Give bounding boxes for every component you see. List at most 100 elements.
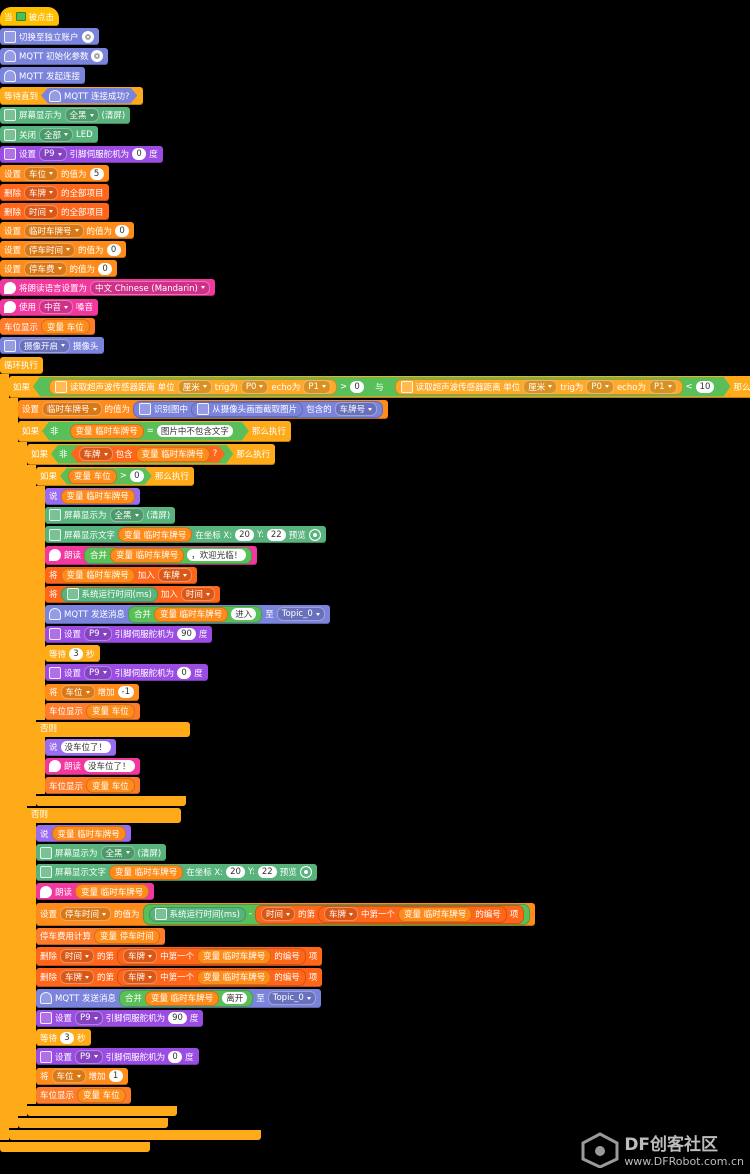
dropdown[interactable]: 车牌 — [24, 185, 59, 200]
dropdown[interactable]: P9 — [75, 1011, 103, 1025]
dropdown[interactable]: 时间 — [24, 204, 59, 219]
dropdown[interactable]: 停车费 — [24, 261, 67, 276]
input-field[interactable]: 进入 — [231, 608, 257, 620]
input-field[interactable]: ，欢迎光临！ — [187, 549, 247, 561]
dropdown[interactable]: P1 — [303, 380, 331, 394]
reporter: 从摄像头画面截取图片 — [191, 401, 304, 417]
input-field[interactable]: 3 — [69, 647, 84, 660]
dropdown[interactable]: 全黑 — [100, 845, 135, 860]
input-field[interactable]: 3 — [60, 1031, 75, 1044]
block-label: 变量 车位 — [47, 322, 84, 333]
block-icon — [40, 866, 52, 878]
dropdown[interactable]: P9 — [84, 627, 112, 641]
dropdown[interactable]: 车牌 — [324, 907, 359, 921]
dropdown[interactable]: 车牌号 — [334, 402, 378, 416]
dropdown[interactable]: 时间 — [260, 907, 295, 921]
dropdown[interactable]: 全黑 — [109, 508, 144, 522]
block: 关闭 全部 LED — [0, 126, 98, 143]
dropdown[interactable]: 车牌 — [123, 970, 158, 984]
reporter: 变量 临时车牌号 — [109, 864, 184, 880]
dropdown[interactable]: 停车时间 — [24, 242, 76, 257]
block-row: 朗读 变量 临时车牌号 — [36, 883, 750, 901]
block-label: 系统运行时间(ms) — [81, 590, 152, 600]
block-label: 非 — [59, 450, 68, 460]
dropdown[interactable]: Topic_0 — [276, 607, 325, 621]
dropdown[interactable]: 全黑 — [64, 108, 99, 122]
dropdown[interactable]: 全部 — [39, 127, 74, 142]
block: 循环执行 — [0, 356, 44, 374]
input-field[interactable]: 22 — [257, 866, 277, 878]
block-row: 屏幕显示文字 变量 临时车牌号 在坐标 X: 20 Y: 22 预览 — [45, 526, 750, 544]
block: 设置 P9 引脚伺服舵机为 90 度 — [45, 625, 213, 643]
dropdown[interactable]: 时间 — [60, 949, 95, 963]
block-label: 那么执行 — [236, 450, 271, 460]
reporter: 系统运行时间(ms) — [60, 586, 158, 602]
dropdown[interactable]: P9 — [84, 665, 112, 680]
block-row: 说没车位了！ — [45, 738, 750, 756]
input-field[interactable]: 20 — [235, 528, 254, 541]
block-label: 中第一个 — [160, 952, 195, 962]
dropdown[interactable]: 临时车牌号 — [42, 402, 102, 416]
dropdown[interactable]: 车牌 — [60, 970, 95, 984]
input-field[interactable]: 没车位了！ — [60, 741, 112, 753]
input-field[interactable]: 0 — [168, 1050, 183, 1063]
dropdown[interactable]: 停车时间 — [60, 907, 112, 921]
block-label: 度 — [149, 150, 158, 160]
input-field[interactable]: 0 — [106, 243, 121, 256]
input-field[interactable]: 10 — [696, 381, 715, 393]
dropdown[interactable]: 车位 — [51, 1069, 86, 1083]
dropdown[interactable]: 车牌 — [157, 568, 192, 582]
dropdown[interactable]: 中文 Chinese (Mandarin) — [90, 280, 210, 295]
dropdown[interactable]: Topic_0 — [267, 991, 316, 1005]
input-field[interactable]: 0 — [130, 470, 144, 482]
dropdown[interactable]: 车位 — [24, 166, 59, 181]
reporter: 车牌 中第一个 变量 临时车牌号 的编号 — [117, 968, 306, 986]
input-field[interactable]: 图片中不包含文字 — [157, 425, 233, 437]
reporter: 读取超声波传感器距离 单位 厘米 trig为 P0 echo为 P1 — [395, 379, 683, 395]
input-field[interactable]: 90 — [168, 1012, 187, 1024]
input-field[interactable]: 5 — [89, 167, 104, 180]
reporter: 车牌 中第一个 变量 临时车牌号 的编号 — [117, 947, 306, 965]
block-label: 使用 — [19, 303, 37, 313]
dropdown[interactable]: 中音 — [39, 300, 74, 314]
block-label: 合并 — [90, 551, 108, 561]
block-label: 屏幕显示为 — [55, 848, 98, 859]
input-field[interactable]: -1 — [117, 686, 135, 698]
input-field[interactable]: 0 — [115, 224, 130, 237]
input-field[interactable]: 1 — [108, 1070, 123, 1082]
input-field[interactable]: 90 — [177, 628, 196, 640]
input-field[interactable]: 22 — [266, 528, 286, 541]
block: 设置 P9 引脚伺服舵机为 0 度 — [36, 1048, 199, 1065]
block: 停车费用计算 变量 停车时间 — [36, 927, 165, 945]
dropdown[interactable]: 厘米 — [178, 380, 212, 394]
block: 将车位 增加 1 — [36, 1067, 128, 1085]
input-field[interactable]: 0 — [177, 666, 192, 679]
block-label: 变量 临时车牌号 — [150, 994, 214, 1004]
dropdown[interactable]: 厘米 — [523, 380, 557, 394]
input-field[interactable]: 0 — [132, 148, 147, 160]
dropdown[interactable]: 车位 — [60, 685, 95, 699]
dropdown[interactable]: 临时车牌号 — [24, 223, 84, 238]
block-row: 设置 停车时间 的值为 系统运行时间(ms) - 时间 的第 车牌 中第一个 变量 临时车牌号 的编… — [36, 902, 750, 926]
input-field[interactable]: 没车位了！ — [84, 760, 135, 772]
block-row: 朗读 合并 变量 临时车牌号 ，欢迎光临！ — [45, 545, 750, 565]
dropdown[interactable]: 车牌 — [79, 447, 113, 461]
dropdown[interactable]: P0 — [241, 380, 269, 394]
dropdown[interactable]: P9 — [75, 1049, 103, 1064]
reporter: 变量 临时车牌号 — [60, 488, 135, 504]
block-label: 设置 — [4, 245, 22, 256]
dropdown[interactable]: P1 — [649, 380, 677, 394]
dropdown[interactable]: P9 — [39, 147, 67, 161]
input-field[interactable]: 20 — [226, 866, 245, 878]
input-field[interactable]: 0 — [350, 381, 364, 393]
block-label: ? — [212, 449, 218, 459]
dropdown[interactable]: P0 — [586, 380, 614, 394]
block-label: 的第 — [97, 973, 115, 983]
dropdown[interactable]: 时间 — [180, 587, 215, 601]
dropdown[interactable]: 摄像开启 — [19, 338, 71, 353]
c-arm: 说变量 临时车牌号 屏幕显示为 全黑 (清屏) 屏幕显示文字 变量 临时车牌号 在坐标 X:… — [27, 823, 750, 1104]
input-field[interactable]: 离开 — [222, 992, 248, 1004]
c-block: 循环执行 如果 读取超声波传感器距离 单位 厘米 trig为 P0 echo为 P1 >0 与读取… — [0, 356, 750, 1152]
input-field[interactable]: 0 — [98, 262, 113, 275]
dropdown[interactable]: 车牌 — [123, 949, 158, 963]
